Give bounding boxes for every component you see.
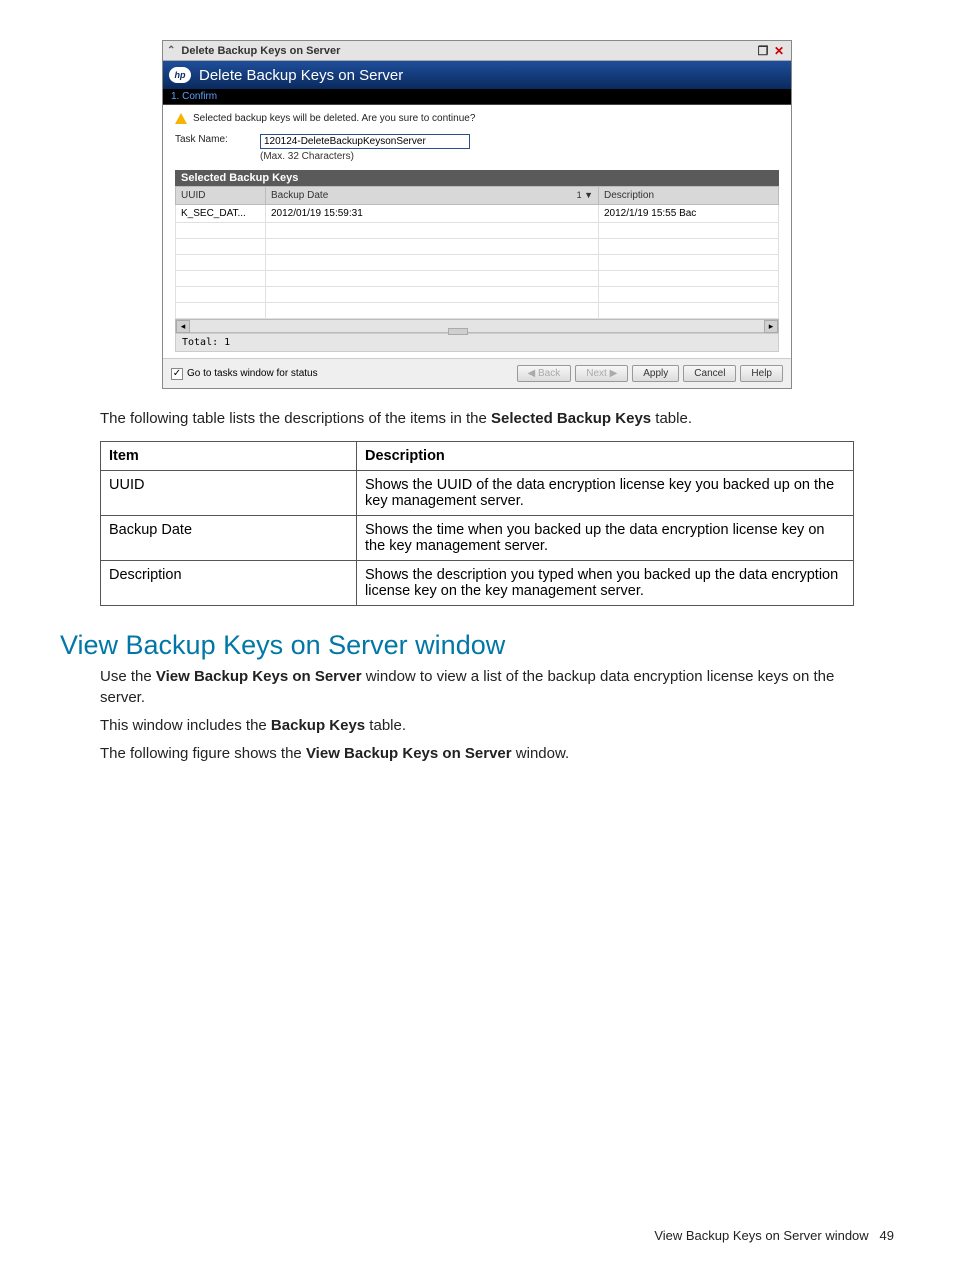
- hp-logo-icon: hp: [169, 67, 191, 83]
- tasks-window-label: Go to tasks window for status: [187, 368, 318, 379]
- col-description[interactable]: Description: [599, 187, 779, 205]
- help-button[interactable]: Help: [740, 365, 783, 382]
- horizontal-scrollbar[interactable]: ◂ ▸: [175, 319, 779, 333]
- cell-uuid: K_SEC_DAT...: [176, 205, 266, 223]
- intro-paragraph: The following table lists the descriptio…: [100, 409, 854, 429]
- table-row: Backup Date Shows the time when you back…: [101, 516, 854, 561]
- selected-keys-grid: UUID Backup Date 1 ▼ Description K_SEC_D…: [175, 186, 779, 319]
- desc-text: Shows the UUID of the data encryption li…: [357, 471, 854, 516]
- table-row: Description Shows the description you ty…: [101, 561, 854, 606]
- scroll-left-icon[interactable]: ◂: [176, 320, 190, 333]
- paragraph-3: The following figure shows the View Back…: [100, 744, 854, 764]
- titlebar-text: Delete Backup Keys on Server: [181, 45, 340, 57]
- close-icon[interactable]: ✕: [771, 44, 787, 58]
- task-name-input[interactable]: 120124-DeleteBackupKeysonServer: [260, 134, 470, 149]
- page-footer: View Backup Keys on Server window 49: [654, 1228, 894, 1243]
- description-table: Item Description UUID Shows the UUID of …: [100, 441, 854, 606]
- p2-a: This window includes the: [100, 717, 271, 734]
- delete-backup-keys-dialog: ⌃ Delete Backup Keys on Server ❐ ✕ hp De…: [162, 40, 792, 389]
- desc-item: Description: [101, 561, 357, 606]
- desc-item: Backup Date: [101, 516, 357, 561]
- paragraph-1: Use the View Backup Keys on Server windo…: [100, 667, 854, 708]
- p3-a: The following figure shows the: [100, 745, 306, 762]
- scroll-thumb[interactable]: [448, 328, 468, 335]
- table-row: [176, 303, 779, 319]
- desc-col-description: Description: [357, 442, 854, 471]
- sort-indicator-icon[interactable]: 1 ▼: [577, 190, 593, 200]
- desc-text: Shows the time when you backed up the da…: [357, 516, 854, 561]
- col-backup-date-label: Backup Date: [271, 190, 328, 201]
- p2-bold: Backup Keys: [271, 717, 365, 734]
- p3-bold: View Backup Keys on Server: [306, 745, 512, 762]
- table-row[interactable]: K_SEC_DAT... 2012/01/19 15:59:31 2012/1/…: [176, 205, 779, 223]
- intro-bold: Selected Backup Keys: [491, 410, 651, 427]
- p3-b: window.: [512, 745, 570, 762]
- p1-bold: View Backup Keys on Server: [156, 668, 362, 685]
- selected-keys-header: Selected Backup Keys: [175, 170, 779, 186]
- apply-button[interactable]: Apply: [632, 365, 679, 382]
- p2-b: table.: [365, 717, 406, 734]
- dialog-buttons: ✓ Go to tasks window for status ◀ Back N…: [163, 358, 791, 388]
- table-row: [176, 255, 779, 271]
- intro-text-a: The following table lists the descriptio…: [100, 410, 491, 427]
- cell-backup-date: 2012/01/19 15:59:31: [266, 205, 599, 223]
- table-row: UUID Shows the UUID of the data encrypti…: [101, 471, 854, 516]
- cell-description: 2012/1/19 15:55 Bac: [599, 205, 779, 223]
- collapse-icon[interactable]: ⌃: [167, 45, 175, 56]
- wizard-step[interactable]: 1. Confirm: [163, 89, 791, 105]
- p1-a: Use the: [100, 668, 156, 685]
- table-row: [176, 223, 779, 239]
- footer-text: View Backup Keys on Server window: [654, 1228, 868, 1243]
- section-heading: View Backup Keys on Server window: [60, 630, 894, 661]
- task-name-help: (Max. 32 Characters): [260, 151, 470, 162]
- dialog-banner: hp Delete Backup Keys on Server: [163, 61, 791, 89]
- col-uuid[interactable]: UUID: [176, 187, 266, 205]
- page-number: 49: [880, 1228, 894, 1243]
- warning-row: Selected backup keys will be deleted. Ar…: [175, 113, 779, 124]
- restore-icon[interactable]: ❐: [755, 44, 771, 58]
- warning-icon: [175, 113, 187, 124]
- warning-text: Selected backup keys will be deleted. Ar…: [193, 113, 475, 124]
- col-backup-date[interactable]: Backup Date 1 ▼: [266, 187, 599, 205]
- cancel-button[interactable]: Cancel: [683, 365, 736, 382]
- desc-text: Shows the description you typed when you…: [357, 561, 854, 606]
- total-count: Total: 1: [175, 333, 779, 352]
- desc-col-item: Item: [101, 442, 357, 471]
- tasks-window-checkbox[interactable]: ✓: [171, 368, 183, 380]
- banner-title: Delete Backup Keys on Server: [199, 67, 403, 84]
- next-button[interactable]: Next ▶: [575, 365, 628, 382]
- table-row: [176, 271, 779, 287]
- dialog-titlebar[interactable]: ⌃ Delete Backup Keys on Server ❐ ✕: [163, 41, 791, 61]
- scroll-right-icon[interactable]: ▸: [764, 320, 778, 333]
- table-row: [176, 239, 779, 255]
- back-button[interactable]: ◀ Back: [517, 365, 572, 382]
- paragraph-2: This window includes the Backup Keys tab…: [100, 716, 854, 736]
- intro-text-b: table.: [651, 410, 692, 427]
- table-row: [176, 287, 779, 303]
- desc-item: UUID: [101, 471, 357, 516]
- task-name-label: Task Name:: [175, 134, 260, 145]
